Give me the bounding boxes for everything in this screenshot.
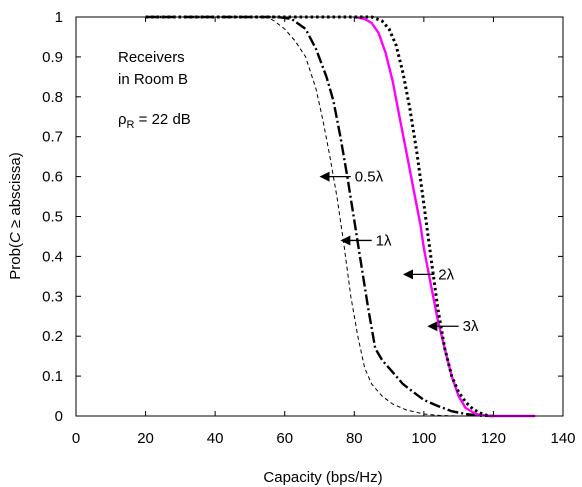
y-tick-label-0: 0 bbox=[55, 408, 63, 425]
y-axis-title-suffix: abscissa) bbox=[7, 152, 24, 215]
annotation-arrowhead-1 bbox=[319, 171, 330, 182]
tick-layer: 0 20 40 60 80 100 120 140 0 0.1 0.2 0.3 0.4 0.5 0.6 0.7… bbox=[42, 9, 575, 447]
note-line-1: Receivers bbox=[118, 49, 185, 66]
y-tick-label-2: 0.2 bbox=[42, 328, 63, 345]
annotation-arrowhead-4 bbox=[427, 321, 438, 332]
y-tick-label-5: 0.5 bbox=[42, 209, 63, 226]
x-tick-label-5: 100 bbox=[411, 430, 436, 447]
annotation-arrowhead-2 bbox=[340, 235, 351, 246]
series-line-4 bbox=[145, 15, 491, 418]
x-tick-label-2: 40 bbox=[207, 430, 224, 447]
y-tick-label-4: 0.4 bbox=[42, 248, 63, 265]
annotation-layer: 0.5λ 1λ 2λ 3λ bbox=[319, 169, 479, 335]
plot-area-frame bbox=[75, 16, 564, 417]
series-line-3 bbox=[354, 15, 536, 418]
chart-note: Receivers in Room B ρR = 22 dB bbox=[118, 49, 191, 131]
x-axis-title: Capacity (bps/Hz) bbox=[263, 469, 382, 486]
x-tick-label-7: 140 bbox=[550, 430, 575, 447]
annotation-label-2: 1λ bbox=[376, 232, 392, 249]
y-tick-label-3: 0.3 bbox=[42, 288, 63, 305]
x-tick-label-3: 60 bbox=[276, 430, 293, 447]
annotation-label-3: 2λ bbox=[438, 266, 454, 283]
x-tick-label-6: 120 bbox=[481, 430, 506, 447]
note-rho-subscript: R bbox=[127, 119, 135, 131]
y-axis-title: Prob(C ≥ abscissa) bbox=[7, 152, 24, 279]
note-line-2: in Room B bbox=[118, 71, 188, 88]
y-tick-label-8: 0.8 bbox=[42, 89, 63, 106]
y-tick-label-10: 1 bbox=[55, 9, 63, 26]
y-tick-label-1: 0.1 bbox=[42, 368, 63, 385]
y-axis-title-variable: C bbox=[7, 232, 24, 243]
x-tick-label-1: 20 bbox=[137, 430, 154, 447]
y-tick-label-7: 0.7 bbox=[42, 129, 63, 146]
series-layer bbox=[145, 15, 536, 418]
note-rho-value: = 22 dB bbox=[135, 111, 191, 128]
x-tick-label-0: 0 bbox=[72, 430, 80, 447]
annotation-label-1: 0.5λ bbox=[355, 169, 384, 186]
series-line-2 bbox=[145, 15, 494, 418]
annotation-arrowhead-3 bbox=[402, 269, 413, 280]
y-tick-label-6: 0.6 bbox=[42, 169, 63, 186]
y-axis-title-operator: ≥ bbox=[7, 216, 24, 233]
y-tick-label-9: 0.9 bbox=[42, 49, 63, 66]
note-rho: ρ bbox=[118, 111, 127, 128]
note-snr: ρR = 22 dB bbox=[118, 111, 191, 131]
annotation-label-4: 3λ bbox=[463, 318, 479, 335]
series-line-1 bbox=[145, 16, 459, 417]
x-tick-label-4: 80 bbox=[346, 430, 363, 447]
y-axis-title-prefix: Prob( bbox=[7, 243, 24, 280]
